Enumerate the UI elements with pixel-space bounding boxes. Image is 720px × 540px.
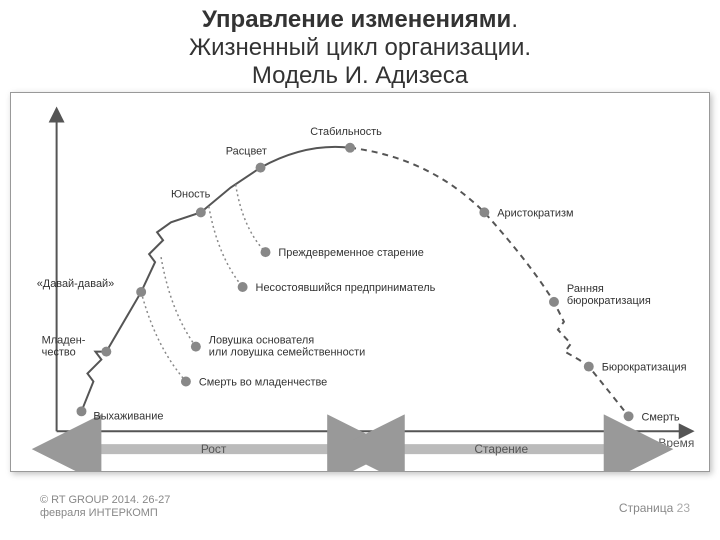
stage-label: Выхаживание <box>93 410 163 422</box>
slide-title: Управление изменениями. Жизненный цикл о… <box>0 0 720 90</box>
branch-node <box>191 342 201 352</box>
stage-label: Смерть <box>642 411 680 423</box>
stage-label: Младен-чество <box>42 335 86 359</box>
stage-label: Стабильность <box>310 126 382 138</box>
branch-path <box>141 292 186 382</box>
main-curve-growth <box>81 147 350 411</box>
title-rest: . <box>511 6 518 33</box>
stage-node <box>256 163 266 173</box>
stage-node <box>584 362 594 372</box>
stage-node <box>624 411 634 421</box>
stage-node <box>549 297 559 307</box>
stage-label: Ранняябюрократизация <box>567 283 651 307</box>
branch-node <box>261 247 271 257</box>
branch-label: Несостоявшийся предприниматель <box>256 282 436 294</box>
branch-path <box>161 257 196 347</box>
stage-node <box>196 207 206 217</box>
stage-label: Расцвет <box>226 146 267 158</box>
stage-node <box>77 406 87 416</box>
nodes-layer: Выхаживание Младен-чество «Давай-давай» Юно… <box>37 126 687 423</box>
title-line2: Жизненный цикл организации. <box>20 34 700 62</box>
branch-node <box>238 282 248 292</box>
page-prefix: Страница <box>619 501 677 515</box>
branch-node <box>181 377 191 387</box>
stage-label: Аристократизм <box>497 207 573 219</box>
title-line3: Модель И. Адизеса <box>20 62 700 90</box>
stage-label: «Давай-давай» <box>37 278 115 290</box>
stage-node <box>136 287 146 297</box>
branches-layer: Смерть во младенчестве Ловушка основателя… <box>141 185 435 389</box>
page-number: 23 <box>677 501 690 515</box>
stage-node <box>345 143 355 153</box>
phase-label-growth: Рост <box>201 442 227 456</box>
stage-node <box>479 207 489 217</box>
footer-line1: © RT GROUP 2014. 26-27 <box>40 494 170 507</box>
stage-label: Юность <box>171 188 211 200</box>
stage-node <box>101 347 111 357</box>
stage-label: Бюрократизация <box>602 362 687 374</box>
chart-svg: Время Рост Старение Смерть во младенчест… <box>11 93 709 471</box>
branch-label: Ловушка основателяили ловушка семействен… <box>209 335 365 359</box>
x-axis-label: Время <box>658 436 694 450</box>
lifecycle-chart: Время Рост Старение Смерть во младенчест… <box>10 92 710 472</box>
branch-path <box>209 206 243 287</box>
branch-path <box>236 185 266 253</box>
footer-page: Страница 23 <box>619 501 690 515</box>
title-bold: Управление изменениями <box>202 6 511 33</box>
branch-label: Смерть во младенчестве <box>199 376 327 388</box>
branch-label: Преждевременное старение <box>278 247 423 259</box>
phase-label-aging: Старение <box>474 442 528 456</box>
footer-line2: февраля ИНТЕРКОМП <box>40 507 170 520</box>
footer-copyright: © RT GROUP 2014. 26-27 февраля ИНТЕРКОМП <box>40 494 170 520</box>
